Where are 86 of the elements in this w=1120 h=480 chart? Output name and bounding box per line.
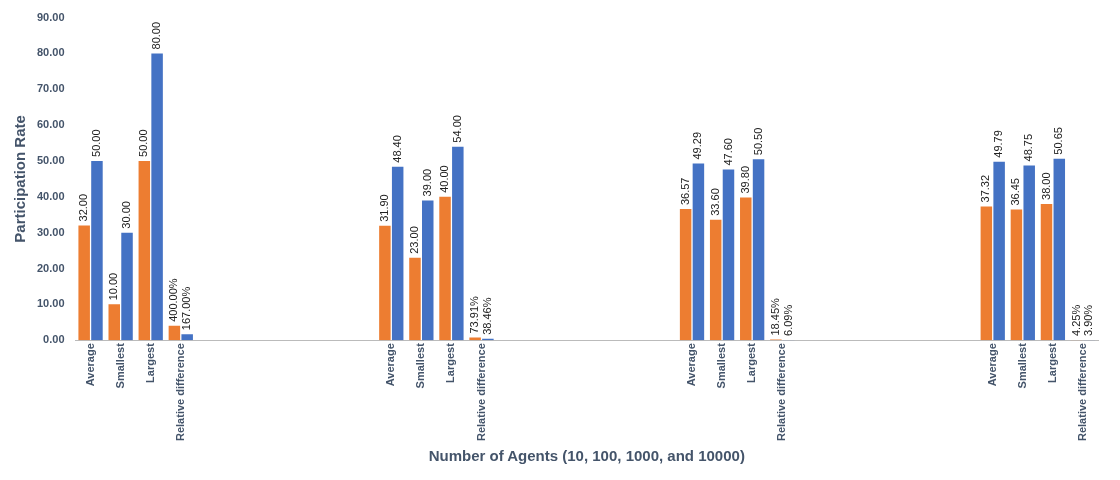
data-label: 36.45 (1009, 178, 1022, 206)
y-tick-label: 50.00 (37, 154, 65, 166)
bar (121, 232, 133, 341)
y-tick-label: 0.00 (43, 333, 65, 346)
bar (181, 334, 193, 341)
bar (692, 163, 705, 341)
data-label: 30.00 (120, 201, 133, 229)
bar (1010, 209, 1023, 341)
y-tick-label: 20.00 (37, 261, 65, 274)
data-label: 37.32 (979, 174, 992, 203)
x-tick-label: Smallest (414, 342, 427, 389)
bar (740, 197, 752, 341)
y-axis-title: Participation Rate (11, 115, 29, 243)
data-label: 50.00 (89, 129, 102, 157)
x-tick-label: Average (384, 343, 397, 387)
bar (993, 161, 1005, 341)
data-label: 10.00 (107, 272, 120, 301)
data-label: 50.50 (751, 127, 764, 156)
x-tick-label: Largest (1045, 342, 1058, 383)
y-tick-label: 40.00 (37, 189, 65, 202)
data-label: 49.29 (691, 131, 704, 160)
x-axis-title: Number of Agents (10, 100, 1000, and 10000) (428, 447, 745, 465)
data-label: 50.00 (137, 129, 150, 157)
data-label: 36.57 (678, 177, 691, 206)
bar (1040, 203, 1053, 341)
data-label: 39.80 (738, 166, 751, 194)
bar (168, 325, 181, 341)
x-tick-label: Smallest (113, 342, 126, 389)
data-label: 38.00 (1039, 172, 1052, 200)
bar (422, 200, 434, 341)
data-label: 48.40 (390, 135, 403, 163)
x-tick-label: Largest (444, 342, 457, 383)
bar (722, 169, 735, 341)
bar (1023, 165, 1035, 341)
data-label: 400.00% (167, 278, 180, 322)
y-tick-label: 70.00 (37, 82, 65, 95)
bar (980, 206, 993, 341)
x-tick-label: Smallest (715, 342, 728, 389)
data-label: 31.90 (377, 194, 390, 222)
data-label: 33.60 (708, 188, 721, 216)
data-label: 39.00 (420, 168, 433, 197)
data-label: 80.00 (150, 21, 163, 50)
data-label: 48.75 (1022, 133, 1035, 162)
data-label: 38.46% (480, 297, 493, 335)
x-tick-label: Largest (143, 342, 156, 383)
x-tick-label: Relative difference (474, 343, 487, 442)
data-label: 32.00 (77, 193, 90, 222)
bar (1053, 158, 1066, 341)
x-tick-label: Average (985, 343, 998, 387)
data-label: 6.09% (781, 304, 794, 336)
x-tick-label: Average (83, 343, 96, 387)
y-tick-label: 10.00 (37, 297, 65, 310)
y-tick-label: 30.00 (37, 225, 65, 238)
bar (78, 225, 90, 341)
x-tick-label: Relative difference (1075, 343, 1088, 442)
data-label: 47.60 (721, 138, 734, 166)
data-label: 73.91% (468, 296, 481, 334)
data-label: 167.00% (180, 286, 193, 331)
bar (108, 304, 120, 341)
bar (138, 160, 151, 341)
bar (709, 219, 722, 341)
y-tick-label: 80.00 (37, 46, 65, 59)
bar (91, 160, 103, 341)
data-label: 4.25% (1069, 304, 1082, 337)
x-tick-label: Average (685, 343, 698, 387)
bar (409, 257, 421, 341)
bar (752, 159, 765, 341)
data-label: 3.90% (1082, 304, 1095, 337)
data-label: 40.00 (438, 165, 451, 193)
data-label: 23.00 (408, 226, 420, 254)
bar (452, 146, 464, 341)
bar (391, 166, 404, 341)
bar (679, 209, 692, 341)
y-tick-label: 90.00 (37, 10, 65, 23)
x-tick-label: Largest (745, 342, 758, 383)
x-tick-label: Smallest (1015, 342, 1028, 389)
data-label: 49.79 (992, 130, 1005, 158)
bar (439, 196, 451, 341)
bar (151, 53, 163, 341)
x-tick-label: Relative difference (775, 343, 788, 442)
x-tick-label: Relative difference (173, 343, 186, 442)
y-tick-label: 60.00 (37, 118, 65, 131)
data-label: 50.65 (1052, 127, 1065, 155)
bar (379, 225, 391, 341)
data-label: 54.00 (450, 115, 463, 143)
data-label: 18.45% (768, 297, 781, 336)
